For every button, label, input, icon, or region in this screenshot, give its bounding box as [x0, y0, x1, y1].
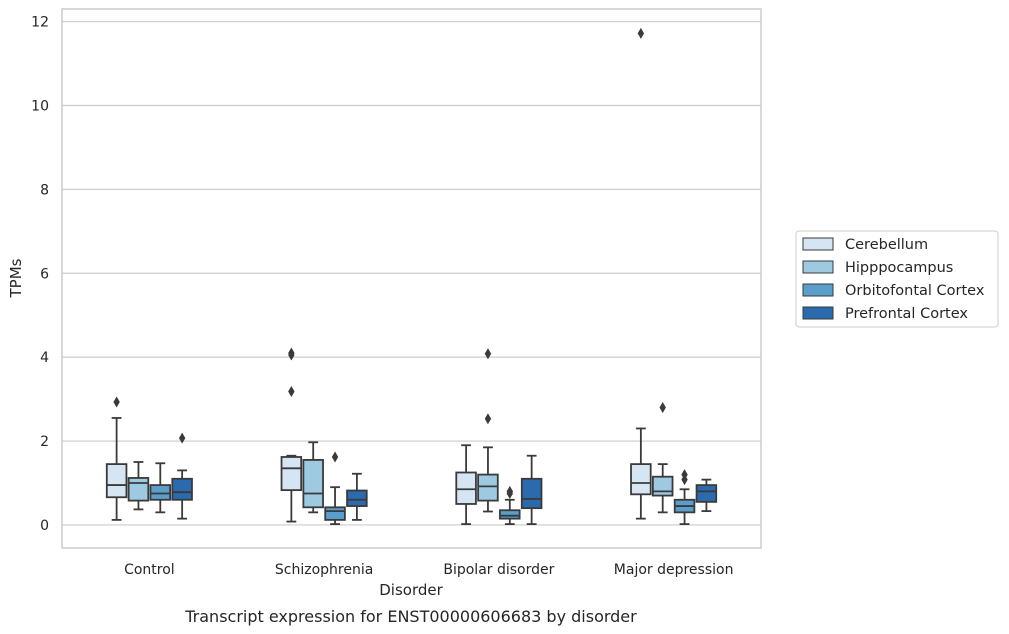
x-tick-label: Bipolar disorder [443, 562, 554, 578]
box-prefrontal-cortex [346, 472, 368, 521]
legend-swatch [802, 306, 834, 320]
outlier-point [681, 469, 688, 481]
y-axis-label: TPMs [7, 258, 25, 298]
box-iqr [302, 459, 324, 509]
plot-frame [61, 8, 762, 549]
box-iqr [105, 463, 128, 499]
box-iqr [149, 484, 172, 501]
box-hipppocampus [302, 441, 324, 514]
y-tick-label: 4 [40, 350, 49, 366]
legend-label: Hipppocampus [845, 260, 953, 276]
box-prefrontal-cortex [171, 432, 193, 520]
y-tick-label: 0 [40, 518, 49, 534]
box-prefrontal-cortex [520, 454, 543, 525]
y-tick-label: 10 [31, 98, 49, 114]
legend-swatch [802, 283, 834, 297]
legend-label: Cerebellum [845, 237, 928, 253]
outlier-point [484, 413, 492, 425]
legend-swatch [802, 237, 834, 251]
outlier-point [113, 396, 120, 408]
x-tick-label: Major depression [614, 562, 734, 578]
legend-label: Prefrontal Cortex [845, 306, 968, 322]
box-cerebellum [455, 444, 477, 525]
plot-background [62, 9, 761, 548]
box-iqr [520, 477, 543, 510]
box-iqr [171, 477, 193, 501]
outlier-point [506, 485, 513, 497]
box-iqr [280, 456, 303, 492]
box-cerebellum [280, 347, 303, 523]
outlier-point [484, 348, 492, 360]
box-hipppocampus [127, 461, 150, 511]
box-iqr [324, 506, 346, 521]
box-cerebellum [105, 396, 128, 521]
y-tick-label: 12 [31, 15, 49, 31]
box-iqr [477, 473, 499, 502]
outlier-point [331, 451, 339, 463]
legend-label: Orbitofontal Cortex [845, 283, 985, 299]
legend-frame [795, 230, 999, 328]
box-orbitofontal-cortex [499, 485, 521, 525]
box-hipppocampus [477, 348, 499, 513]
outlier-point [178, 432, 186, 444]
legend-swatch [802, 260, 834, 274]
x-axis-label: Disorder [379, 581, 443, 599]
box-cerebellum [630, 27, 652, 520]
box-orbitofontal-cortex [324, 451, 346, 525]
x-tick-label: Control [124, 562, 175, 578]
box-iqr [695, 484, 718, 503]
box-iqr [651, 475, 674, 497]
x-tick-label: Schizophrenia [275, 562, 373, 578]
outlier-point [288, 347, 295, 359]
box-hipppocampus [651, 401, 674, 514]
y-tick-label: 2 [40, 434, 49, 450]
box-iqr [127, 477, 150, 502]
chart-caption: Transcript expression for ENST0000060668… [184, 607, 637, 626]
box-prefrontal-cortex [695, 478, 718, 512]
outlier-point [288, 386, 295, 398]
x-tick-labels: Control Schizophrenia Bipolar disorder Majo… [124, 562, 733, 578]
y-tick-label: 8 [40, 182, 49, 198]
box-iqr [499, 509, 521, 520]
boxes-layer [105, 27, 718, 525]
y-tick-labels: 0 2 4 6 8 10 12 [31, 15, 49, 534]
legend: Cerebellum Hipppocampus Orbitofontal Corte… [795, 230, 999, 328]
box-orbitofontal-cortex [149, 462, 172, 514]
box-orbitofontal-cortex [673, 469, 696, 525]
outlier-point [659, 401, 666, 413]
box-iqr [346, 489, 368, 507]
y-tick-label: 6 [40, 266, 49, 282]
grid-lines [62, 20, 761, 526]
box-iqr [455, 471, 477, 505]
box-iqr [630, 463, 652, 496]
outlier-point [637, 27, 645, 39]
